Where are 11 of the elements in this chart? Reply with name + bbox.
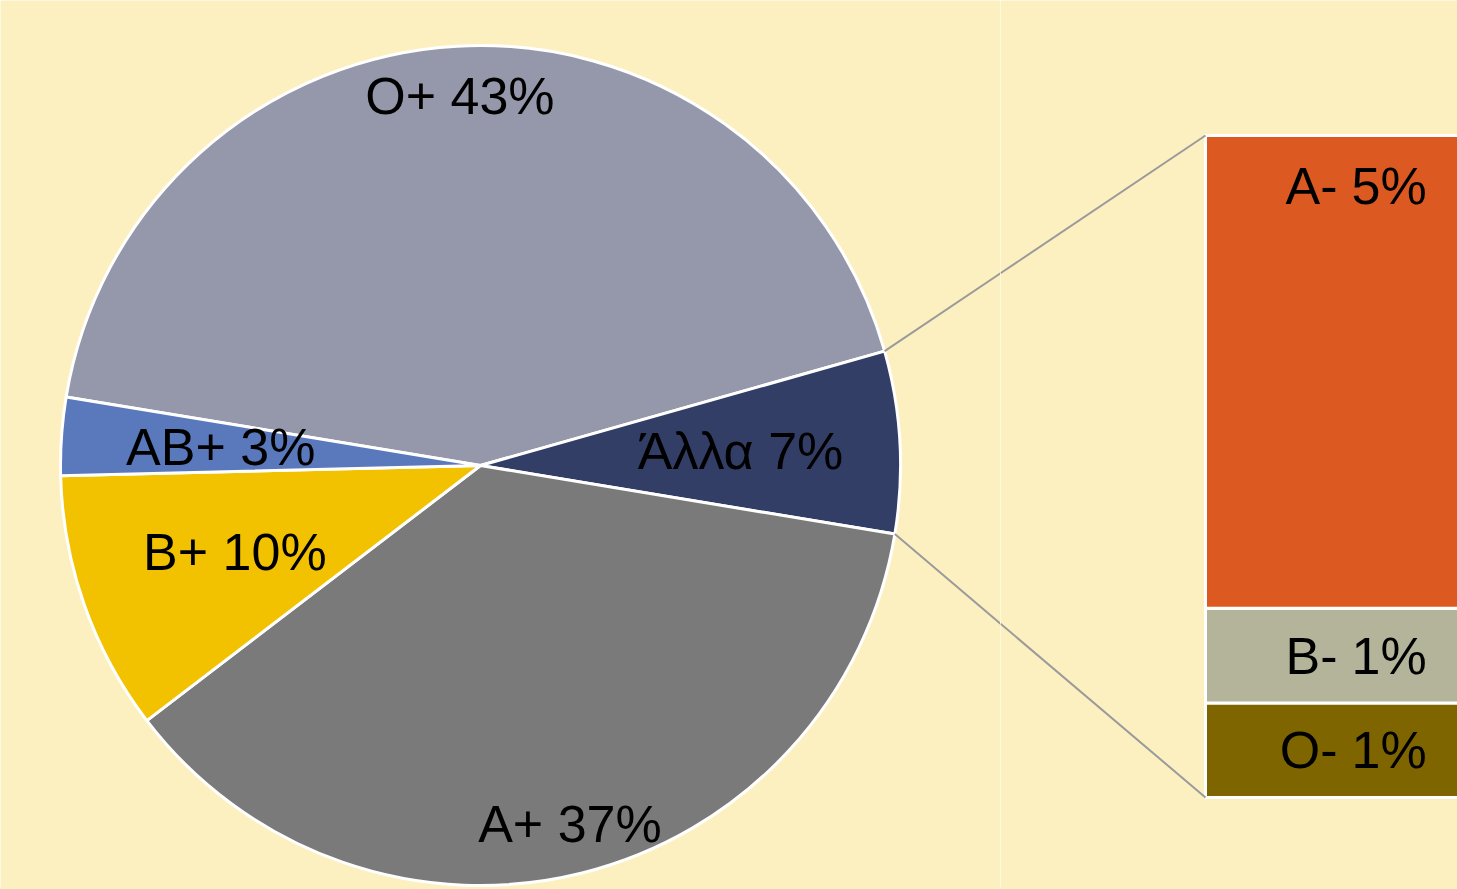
data-label: 5% <box>1351 156 1427 215</box>
slice-label: Άλλα 7% <box>637 421 844 480</box>
slice-label: AB+ 3% <box>126 418 316 477</box>
series-label: B- <box>1285 626 1338 685</box>
slice-label: A+ 37% <box>478 795 662 854</box>
series-label: O- <box>1279 721 1338 780</box>
data-label: 1% <box>1351 721 1427 780</box>
series-label: A- <box>1285 156 1338 215</box>
slice-label: O+ 43% <box>365 67 555 126</box>
slice-label: B+ 10% <box>143 522 327 581</box>
data-label: 1% <box>1351 626 1427 685</box>
